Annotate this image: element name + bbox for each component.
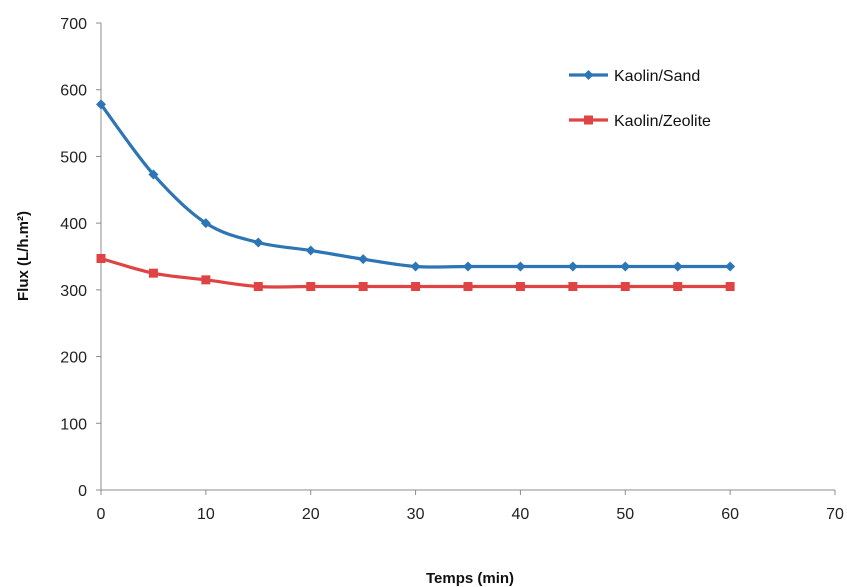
data-point-kaolin-sand (96, 99, 106, 110)
data-point-kaolin-sand (725, 261, 736, 272)
y-tick-label: 100 (60, 416, 87, 433)
data-point-kaolin-zeolite (725, 282, 735, 292)
legend: Kaolin/Sand Kaolin/Zeolite (569, 68, 711, 130)
y-tick-label: 400 (60, 216, 87, 233)
data-point-kaolin-zeolite (515, 282, 525, 292)
axes (100, 23, 835, 491)
y-tick-label: 0 (78, 483, 87, 500)
data-markers (96, 99, 736, 292)
legend-label-kaolin-sand: Kaolin/Sand (614, 68, 700, 85)
y-tick-label: 600 (60, 83, 87, 100)
data-point-kaolin-sand (410, 261, 421, 272)
legend-marker-kaolin-zeolite (584, 115, 593, 125)
y-tick-label: 700 (60, 16, 87, 33)
data-point-kaolin-sand (358, 254, 369, 265)
series-lines (99, 102, 732, 289)
x-tick-label: 10 (197, 506, 215, 523)
data-point-kaolin-sand (200, 218, 211, 229)
data-point-kaolin-zeolite (463, 282, 473, 292)
y-tick-label: 300 (60, 283, 87, 300)
ticks: 0 100 200 300 400 500 600 700 0 10 20 30 40 50 60 70 (60, 16, 844, 523)
y-axis-title: Flux (L/h.m²) (15, 211, 32, 301)
data-point-kaolin-zeolite (306, 282, 316, 292)
data-point-kaolin-zeolite (358, 282, 368, 292)
y-tick-label: 200 (60, 350, 87, 367)
data-point-kaolin-zeolite (411, 282, 421, 292)
data-point-kaolin-zeolite (673, 282, 683, 292)
data-point-kaolin-zeolite (620, 282, 630, 292)
x-tick-label: 40 (512, 506, 530, 523)
x-axis-title: Temps (min) (426, 570, 514, 587)
legend-label-kaolin-zeolite: Kaolin/Zeolite (614, 113, 711, 130)
y-tick-label: 500 (60, 149, 87, 166)
legend-marker-kaolin-sand (583, 70, 594, 80)
data-point-kaolin-sand (148, 169, 159, 180)
data-point-kaolin-sand (305, 245, 316, 256)
data-point-kaolin-zeolite (568, 282, 578, 292)
x-tick-label: 0 (97, 506, 106, 523)
data-point-kaolin-zeolite (148, 268, 158, 278)
data-point-kaolin-sand (253, 237, 264, 248)
data-point-kaolin-sand (567, 261, 578, 272)
data-point-kaolin-sand (672, 261, 683, 272)
data-point-kaolin-zeolite (96, 254, 106, 264)
x-tick-label: 70 (826, 506, 844, 523)
x-tick-label: 20 (302, 506, 320, 523)
data-point-kaolin-sand (620, 261, 631, 272)
x-tick-label: 50 (616, 506, 634, 523)
x-tick-label: 60 (721, 506, 739, 523)
data-point-kaolin-sand (463, 261, 473, 272)
data-point-kaolin-sand (515, 261, 526, 272)
data-point-kaolin-zeolite (253, 282, 263, 292)
x-tick-label: 30 (407, 506, 425, 523)
data-point-kaolin-zeolite (201, 275, 211, 285)
